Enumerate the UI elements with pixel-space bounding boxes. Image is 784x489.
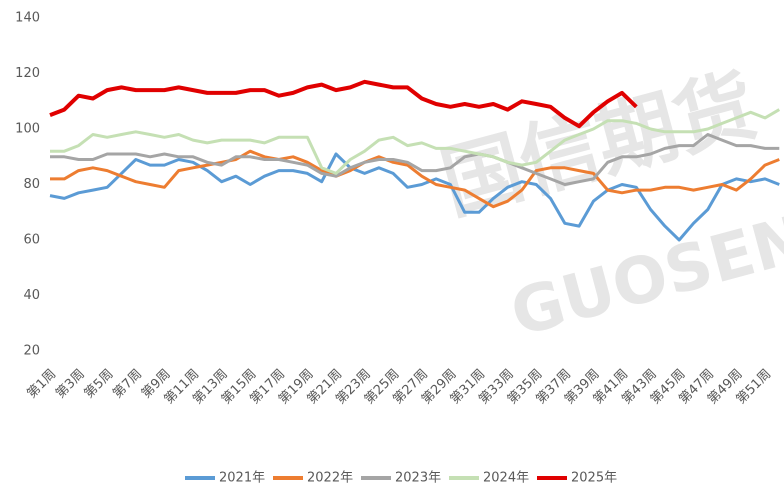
y-tick-label: 60 xyxy=(23,233,40,248)
y-tick-label: 120 xyxy=(15,66,40,81)
y-tick-label: 100 xyxy=(15,122,40,137)
series-line xyxy=(50,108,781,175)
watermark: GUOSEN xyxy=(504,202,784,352)
legend-label: 2021年 xyxy=(219,471,265,486)
legend-label: 2025年 xyxy=(571,471,617,486)
legend-label: 2023年 xyxy=(395,471,441,486)
x-tick-label: 第7周 xyxy=(110,367,145,402)
series-line xyxy=(49,79,638,129)
x-tick-label: 第5周 xyxy=(82,367,117,402)
legend-label: 2022年 xyxy=(307,471,353,486)
y-tick-label: 40 xyxy=(23,288,40,303)
y-tick-label: 80 xyxy=(23,177,40,192)
watermark: 国信期货 xyxy=(432,58,765,231)
series-line xyxy=(49,152,780,242)
x-tick-label: 第1周 xyxy=(24,367,59,402)
x-tick-label: 第3周 xyxy=(53,367,88,402)
y-tick-label: 20 xyxy=(23,344,40,359)
y-tick-label: 140 xyxy=(15,11,40,26)
series-line xyxy=(50,149,780,209)
legend-label: 2024年 xyxy=(483,471,529,486)
series-line xyxy=(50,133,780,186)
